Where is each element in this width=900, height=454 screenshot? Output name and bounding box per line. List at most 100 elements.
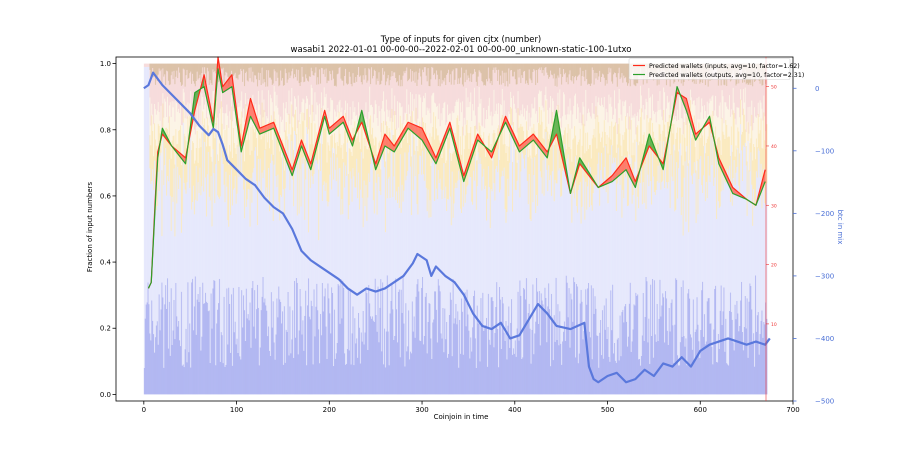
bar-segment xyxy=(241,91,243,112)
bar-segment xyxy=(366,293,368,395)
bar-segment xyxy=(545,100,547,132)
bar-segment xyxy=(570,293,572,395)
bar-segment xyxy=(645,209,647,277)
bar-segment xyxy=(696,129,698,161)
bar-segment xyxy=(295,63,298,70)
bar-segment xyxy=(155,325,158,395)
bar-segment xyxy=(610,179,612,291)
bar-segment xyxy=(318,63,320,85)
bar-segment xyxy=(424,296,427,395)
bar-segment xyxy=(164,165,166,305)
bar-segment xyxy=(281,157,283,197)
bar-segment xyxy=(193,214,196,307)
bar-segment xyxy=(268,168,270,327)
bar-segment xyxy=(514,189,517,341)
bar-segment xyxy=(213,63,215,73)
bar-segment xyxy=(300,206,302,307)
bar-segment xyxy=(632,69,634,116)
difference-segment xyxy=(519,134,534,152)
bar-segment xyxy=(697,119,699,160)
bar-segment xyxy=(240,63,242,69)
bar-segment xyxy=(402,63,404,76)
bar-segment xyxy=(265,149,267,200)
bar-segment xyxy=(705,181,708,342)
bar-segment xyxy=(616,183,619,340)
bar-segment xyxy=(258,181,261,366)
bar-segment xyxy=(558,345,560,395)
bar-segment xyxy=(716,157,719,363)
bar-segment xyxy=(360,126,363,153)
bar-segment xyxy=(532,284,534,395)
bar-segment xyxy=(173,299,175,395)
bar-segment xyxy=(357,136,359,199)
bar-segment xyxy=(366,220,368,294)
bar-segment xyxy=(385,331,388,395)
bar-segment xyxy=(561,84,563,128)
bar-segment xyxy=(175,63,177,77)
bar-segment xyxy=(180,232,183,292)
bar-segment xyxy=(595,96,597,107)
bar-segment xyxy=(444,101,446,138)
bar-segment xyxy=(553,315,556,395)
bar-segment xyxy=(395,78,397,116)
bar-segment xyxy=(271,327,274,395)
bar-segment xyxy=(615,362,618,395)
bar-segment xyxy=(541,63,544,74)
bar-segment xyxy=(766,183,768,319)
bar-segment xyxy=(414,63,416,83)
bar-segment xyxy=(191,150,193,210)
bar-segment xyxy=(631,72,633,118)
bar-segment xyxy=(287,63,289,80)
bar-segment xyxy=(550,74,553,124)
bar-segment xyxy=(730,80,733,110)
bar-segment xyxy=(600,141,602,171)
bar-segment xyxy=(426,353,429,395)
bar-segment xyxy=(299,85,301,114)
bar-segment xyxy=(206,174,209,303)
bar-segment xyxy=(471,160,473,202)
bar-segment xyxy=(339,323,341,395)
bar-segment xyxy=(453,84,455,113)
bar-segment xyxy=(700,82,702,113)
bar-segment xyxy=(329,71,331,112)
bar-segment xyxy=(493,183,495,348)
bar-segment xyxy=(501,296,504,395)
bar-segment xyxy=(674,119,676,151)
bar-segment xyxy=(429,303,431,395)
bar-segment xyxy=(286,331,288,395)
bar-segment xyxy=(325,182,327,327)
bar-segment xyxy=(320,335,323,395)
bar-segment xyxy=(556,86,558,106)
bar-segment xyxy=(439,178,441,292)
bar-segment xyxy=(210,83,212,117)
bar-segment xyxy=(584,81,586,127)
bar-segment xyxy=(477,136,480,153)
bar-segment xyxy=(543,111,545,140)
bar-segment xyxy=(661,182,663,306)
bar-segment xyxy=(348,205,351,351)
bar-segment xyxy=(718,75,721,106)
bar-segment xyxy=(212,288,214,395)
bar-segment xyxy=(750,138,752,153)
bar-segment xyxy=(199,138,201,168)
bar-segment xyxy=(738,107,740,132)
bar-segment xyxy=(691,82,694,105)
bar-segment xyxy=(626,167,628,322)
bar-segment xyxy=(625,63,627,78)
bar-segment xyxy=(325,68,327,94)
bar-segment xyxy=(466,63,468,80)
bar-segment xyxy=(164,63,166,75)
bar-segment xyxy=(439,291,441,395)
bar-segment xyxy=(409,78,411,114)
bar-segment xyxy=(720,118,722,155)
bar-segment xyxy=(544,63,546,68)
bar-segment xyxy=(280,148,282,196)
bar-segment xyxy=(718,137,721,208)
bar-segment xyxy=(537,93,540,123)
bar-segment xyxy=(668,114,671,139)
bar-segment xyxy=(357,357,359,395)
bar-segment xyxy=(694,75,697,106)
bar-segment xyxy=(453,63,455,85)
bar-segment xyxy=(558,77,560,113)
bar-segment xyxy=(677,127,679,199)
